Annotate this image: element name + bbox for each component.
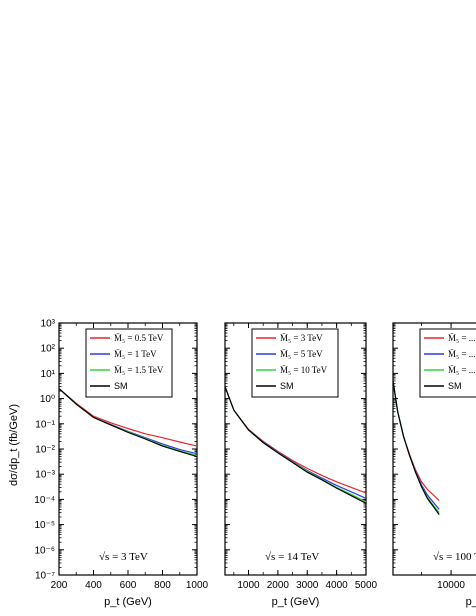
series-line-black: [59, 388, 197, 458]
legend-label: M̄₅ = 0.5 TeV: [114, 333, 164, 343]
series-group: [225, 386, 366, 504]
series-line-blue: [225, 386, 366, 499]
legend-label: SM: [280, 381, 294, 391]
y-tick-label: 10⁰: [40, 394, 55, 405]
x-tick-label: 4000: [326, 580, 349, 591]
legend-label: M̄₅ = 1 TeV: [114, 349, 157, 359]
series-line-black: [393, 380, 440, 515]
panel-3: 1000020000p_t (GeV)M̄₅ = ...M̄₅ = ...M̄₅…: [392, 322, 476, 608]
series-group: [59, 388, 197, 458]
x-tick-label: 800: [154, 580, 171, 591]
y-axis-title: dσ/dp_t (fb/GeV): [8, 404, 20, 486]
series-line-red: [393, 380, 440, 502]
y-tick-label: 10⁻⁵: [34, 520, 55, 531]
energy-annotation: √s = 3 TeV: [99, 551, 148, 563]
y-tick-label: 10¹: [41, 369, 56, 380]
legend-label: SM: [114, 381, 128, 391]
legend-label: M̄₅ = 10 TeV: [280, 365, 328, 375]
series-line-black: [225, 386, 366, 504]
legend-label: M̄₅ = ...: [448, 349, 475, 359]
legend-label: M̄₅ = ...: [448, 333, 475, 343]
x-tick-label: 5000: [355, 580, 378, 591]
y-tick-label: 10⁻⁴: [34, 495, 55, 506]
x-tick-label: 2000: [267, 580, 290, 591]
x-tick-label: 1000: [186, 580, 209, 591]
x-axis-title: p_t (GeV): [104, 596, 152, 608]
x-tick-label: 400: [85, 580, 102, 591]
x-tick-label: 200: [51, 580, 68, 591]
series-line-red: [225, 386, 366, 494]
panel-1: 200 400 600 800 1000 p_t (GeV) M̄₅ = 0.5 TeV M̄…: [51, 322, 209, 608]
y-tick-label: 10⁻²: [35, 445, 55, 456]
series-line-blue: [393, 380, 440, 510]
x-tick-label: 1000: [237, 580, 260, 591]
legend-label: SM: [448, 381, 462, 391]
series-line-blue: [59, 388, 197, 455]
x-axis-title: p_t (GeV): [272, 596, 320, 608]
series-line-red: [59, 388, 197, 447]
series-line-green: [59, 388, 197, 457]
energy-annotation: √s = 100 TeV: [433, 551, 476, 563]
y-tick-label: 10³: [41, 319, 56, 330]
y-tick-label: 10⁻⁶: [34, 545, 55, 556]
series-group: [393, 380, 440, 515]
x-axis-title: p_t (GeV): [466, 596, 476, 608]
x-tick-label: 600: [120, 580, 137, 591]
y-tick-label: 10⁻¹: [35, 419, 55, 430]
legend-label: M̄₅ = 3 TeV: [280, 333, 323, 343]
x-tick-label: 3000: [296, 580, 319, 591]
series-line-green: [393, 380, 440, 513]
y-tick-label: 10²: [41, 344, 56, 355]
y-tick-label: 10⁻⁷: [35, 571, 55, 582]
y-tick-label: 10⁻³: [35, 470, 55, 481]
panel-2: 1000 2000 3000 4000 5000 p_t (GeV) M̄₅ = 3 TeV…: [224, 322, 378, 608]
legend-label: M̄₅ = ...: [448, 365, 475, 375]
legend-label: M̄₅ = 1.5 TeV: [114, 365, 164, 375]
x-tick-label: 10000: [437, 580, 465, 591]
legend-label: M̄₅ = 5 TeV: [280, 349, 323, 359]
energy-annotation: √s = 14 TeV: [265, 551, 319, 563]
